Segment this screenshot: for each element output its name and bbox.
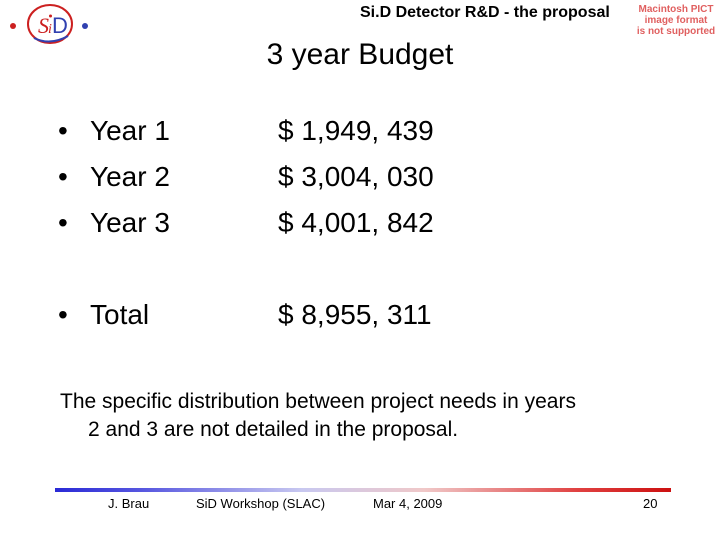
- svg-text:S: S: [38, 13, 49, 38]
- row-label: Year 2: [90, 161, 170, 192]
- row-amount: $ 4,001, 842: [278, 207, 434, 238]
- bullet-icon: •: [58, 115, 68, 146]
- bullet-icon: •: [58, 207, 68, 238]
- total-amount: $ 8,955, 311: [278, 299, 432, 330]
- footer-date: Mar 4, 2009: [373, 496, 443, 511]
- row-amount: $ 1,949, 439: [278, 115, 434, 146]
- pict-placeholder: Macintosh PICT image format is not suppo…: [634, 4, 718, 37]
- svg-text:D: D: [52, 13, 68, 38]
- bullet-icon: •: [58, 161, 68, 192]
- footer-page-number: 20: [643, 496, 658, 511]
- slide-title: 3 year Budget: [266, 38, 454, 71]
- row-amount: $ 3,004, 030: [278, 161, 434, 192]
- sid-logo: S D i: [4, 2, 94, 46]
- bullet-icon: •: [58, 299, 68, 330]
- pict-warning-line: image format: [644, 15, 708, 26]
- row-label: Year 1: [90, 115, 170, 146]
- total-label: Total: [90, 299, 150, 330]
- svg-text:i: i: [48, 22, 52, 37]
- pict-warning-line: Macintosh PICT: [638, 4, 714, 15]
- note-line: 2 and 3 are not detailed in the proposal…: [88, 418, 459, 441]
- header-title: Si.D Detector R&D - the proposal: [360, 4, 610, 21]
- note-line: The specific distribution between projec…: [60, 390, 576, 413]
- footer-event: SiD Workshop (SLAC): [196, 496, 326, 511]
- footer-author: J. Brau: [108, 496, 150, 511]
- distribution-note: The specific distribution between projec…: [60, 388, 680, 444]
- row-label: Year 3: [90, 207, 170, 238]
- footer-divider: [55, 488, 671, 492]
- pict-warning-line: is not supported: [636, 26, 716, 37]
